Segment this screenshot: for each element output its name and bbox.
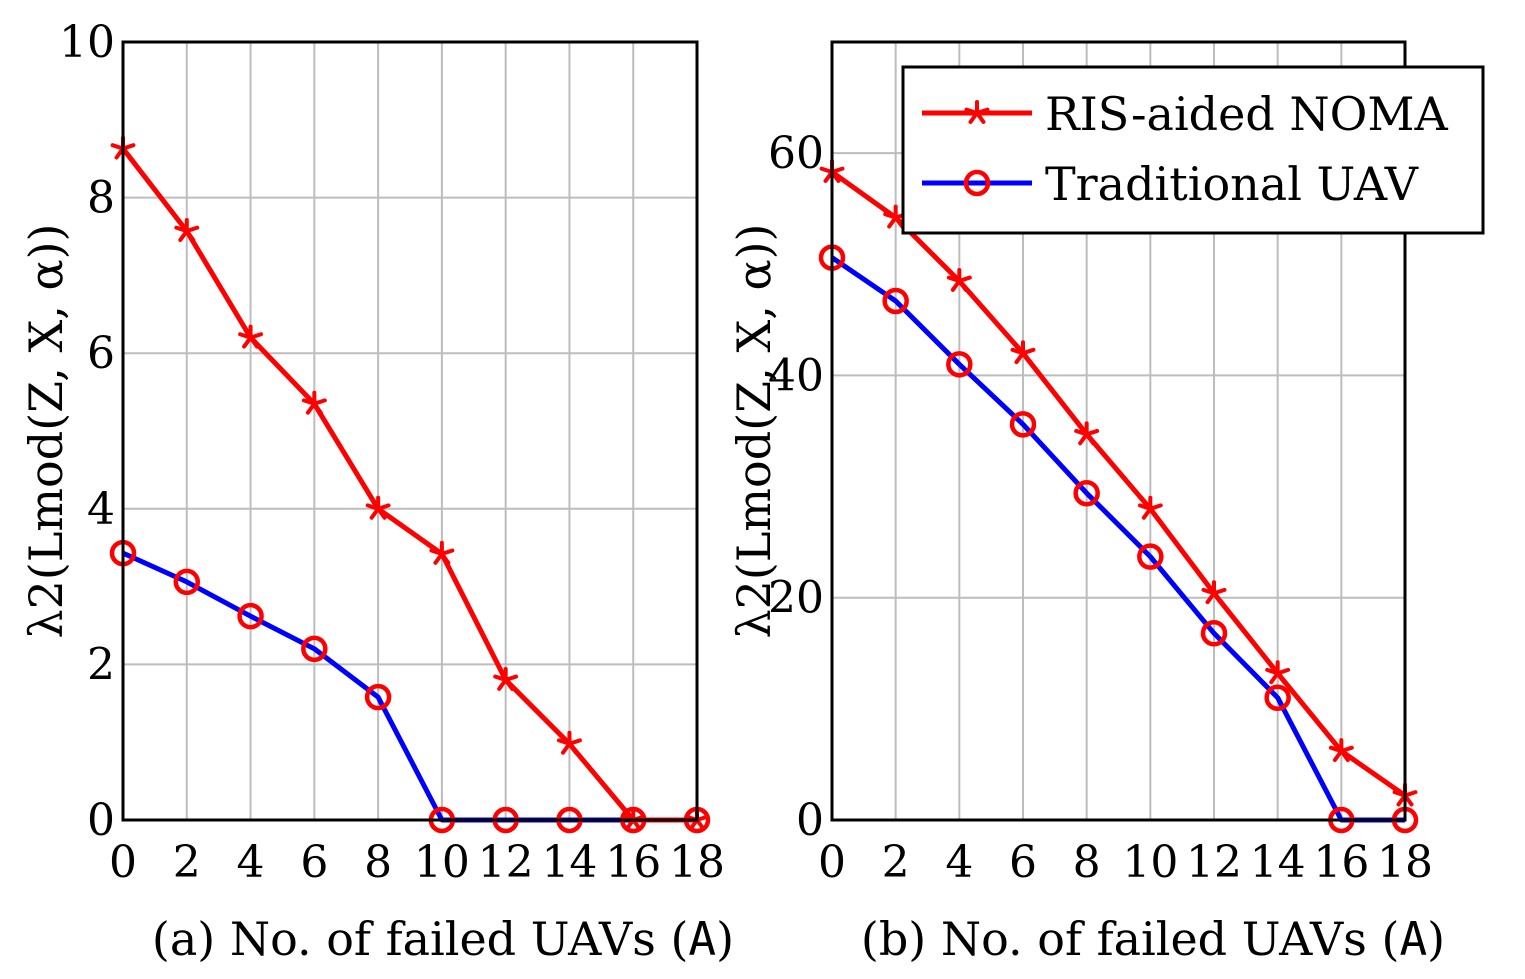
caption-a-symbol: A (688, 912, 716, 966)
data-point-ris-b (1137, 495, 1163, 520)
x-tick-label: 2 (882, 837, 910, 888)
caption-a: (a) No. of failed UAVs (A) (152, 912, 734, 966)
data-point-traditional-b (1137, 543, 1164, 570)
y-axis-label-b: λ2(Lmod(Z, X, α)) (727, 224, 781, 639)
x-tick-label: 6 (300, 837, 328, 888)
y-tick-label: 60 (768, 128, 824, 179)
y-tick-label: 10 (59, 17, 115, 68)
y-tick-label: 8 (87, 173, 115, 224)
plot-frame-a (121, 40, 699, 822)
data-point-ris-a (301, 390, 327, 415)
data-point-ris-a (429, 540, 455, 565)
data-point-ris-b (1328, 738, 1354, 762)
x-tick-label: 18 (669, 837, 725, 888)
data-point-ris-a (365, 495, 391, 520)
data-point-traditional-a (237, 602, 264, 630)
caption-a-prefix: (a) No. of failed UAVs ( (152, 912, 689, 966)
legend-entry-ris-aided-noma: RIS-aided NOMA (922, 87, 1448, 141)
data-point-ris-a (556, 730, 582, 755)
data-point-traditional-b (1009, 411, 1037, 438)
legend-label-ris: RIS-aided NOMA (1045, 87, 1448, 141)
series-line-ris-aided-noma-b (830, 169, 1407, 798)
data-point-ris-b (1074, 421, 1100, 446)
x-tick-label: 0 (109, 837, 137, 888)
x-tick-label: 4 (237, 837, 265, 888)
grid-a (122, 41, 698, 821)
x-tick-label: 8 (1073, 837, 1101, 888)
series-lines-a (121, 147, 697, 823)
series-lines-b (830, 169, 1407, 823)
legend-circle-icon (963, 169, 991, 197)
data-point-traditional-b (882, 287, 909, 315)
legend-marker-star (964, 100, 990, 124)
y-tick-label: 40 (768, 350, 824, 401)
x-tick-label: 14 (541, 837, 597, 888)
data-point-ris-b (1265, 660, 1291, 685)
legend: RIS-aided NOMA Traditional UAV (901, 65, 1485, 235)
legend-label-traditional: Traditional UAV (1045, 157, 1419, 211)
legend-marker-circle (963, 169, 991, 197)
caption-a-suffix: ) (716, 912, 734, 966)
y-tick-labels-b: 0 20 40 60 (768, 128, 824, 846)
caption-b-prefix: (b) No. of failed UAVs ( (861, 912, 1400, 966)
data-point-ris-a (620, 807, 646, 831)
data-point-ris-a (174, 218, 200, 242)
data-point-traditional-a (173, 568, 201, 596)
data-point-ris-a (238, 324, 264, 349)
x-tick-label: 16 (1313, 837, 1369, 888)
x-tick-label: 8 (364, 837, 392, 888)
data-point-traditional-a (364, 683, 392, 711)
x-tick-label: 10 (414, 837, 470, 888)
data-point-ris-b (1010, 340, 1036, 365)
caption-b-suffix: ) (1427, 912, 1445, 966)
data-point-traditional-b (1264, 684, 1291, 711)
legend-entry-traditional-uav: Traditional UAV (922, 157, 1419, 211)
x-tick-label: 10 (1122, 837, 1178, 888)
y-tick-labels-a: 0 2 4 6 8 10 (59, 17, 115, 846)
caption-b-symbol: A (1399, 912, 1427, 966)
y-tick-label: 6 (87, 328, 115, 379)
data-point-traditional-b (946, 351, 973, 378)
series-line-traditional-uav-b (830, 255, 1405, 823)
data-point-traditional-a (301, 635, 328, 663)
legend-box (901, 65, 1485, 235)
series-markers-a (109, 135, 711, 834)
series-line-traditional-uav-a (121, 550, 697, 823)
y-tick-label: 20 (768, 573, 824, 624)
y-tick-label: 4 (87, 484, 115, 535)
x-tick-label: 14 (1250, 837, 1306, 888)
x-tick-label: 16 (605, 837, 661, 888)
data-point-ris-b (883, 204, 909, 229)
x-tick-labels-a: 0 2 4 6 8 10 12 14 16 18 (109, 837, 725, 888)
data-point-traditional-b (1073, 479, 1100, 507)
y-axis-label-a: λ2(Lmod(Z, X, α)) (19, 224, 73, 639)
legend-star-icon (964, 100, 990, 124)
x-tick-labels-b: 0 2 4 6 8 10 12 14 16 18 (818, 837, 1433, 888)
y-tick-label: 0 (796, 795, 824, 846)
plot-frame-b (830, 40, 1407, 822)
x-tick-label: 2 (173, 837, 201, 888)
y-tick-label: 0 (87, 795, 115, 846)
x-tick-label: 12 (1186, 837, 1242, 888)
x-tick-label: 12 (478, 837, 534, 888)
x-tick-label: 0 (818, 837, 846, 888)
x-tick-label: 18 (1377, 837, 1433, 888)
data-point-ris-b (1201, 580, 1227, 605)
series-line-ris-aided-noma-a (121, 147, 697, 823)
x-tick-label: 6 (1009, 837, 1037, 888)
x-tick-label: 4 (945, 837, 973, 888)
data-point-ris-b (946, 267, 972, 292)
data-point-ris-a (493, 666, 519, 691)
data-point-traditional-b (1200, 620, 1228, 647)
y-tick-label: 2 (87, 639, 115, 690)
caption-b: (b) No. of failed UAVs (A) (861, 912, 1445, 966)
